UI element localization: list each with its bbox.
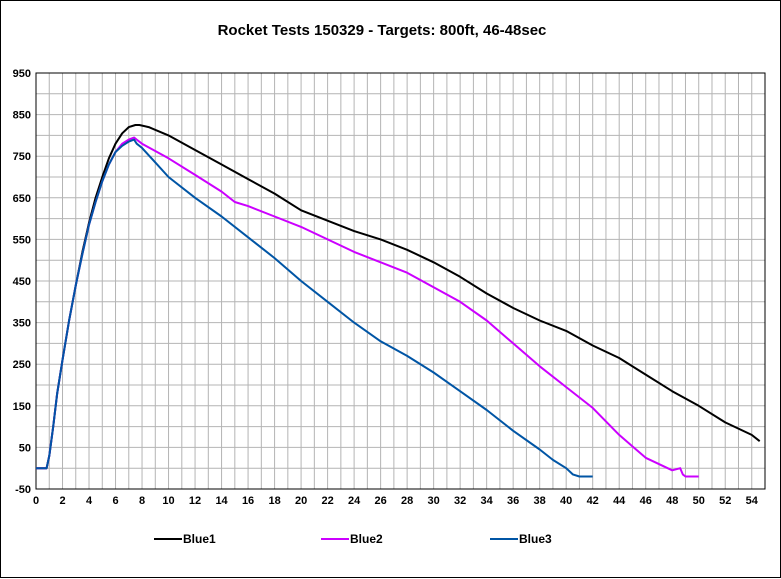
x-tick-label: 30 (428, 495, 440, 507)
series-lines (36, 124, 761, 478)
x-tick-label: 50 (693, 495, 705, 507)
x-tick-label: 22 (321, 495, 333, 507)
x-tick-label: 46 (640, 495, 652, 507)
series-line-blue1 (36, 124, 761, 470)
chart-title: Rocket Tests 150329 - Targets: 800ft, 46… (218, 22, 547, 39)
x-tick-label: 32 (454, 495, 466, 507)
plot-area-border (35, 72, 766, 490)
x-tick-label: 40 (560, 495, 572, 507)
x-tick-label: 4 (86, 495, 93, 507)
x-tick-label: 10 (162, 495, 174, 507)
x-tick-label: 42 (587, 495, 599, 507)
y-tick-label: 550 (13, 234, 31, 246)
y-axis-tick-labels: -50 50 150 250 350 450 550 650 750 850 950 (13, 68, 31, 496)
legend: Blue1 Blue2 Blue3 (154, 532, 552, 546)
x-tick-label: 54 (746, 495, 759, 507)
x-tick-label: 12 (189, 495, 201, 507)
x-tick-label: 48 (666, 495, 678, 507)
x-tick-label: 20 (295, 495, 307, 507)
x-tick-label: 16 (242, 495, 254, 507)
y-tick-label: 650 (13, 193, 31, 205)
y-tick-label: 750 (13, 151, 31, 163)
grid (36, 73, 765, 489)
x-tick-label: 8 (139, 495, 145, 507)
x-tick-label: 38 (534, 495, 546, 507)
x-tick-label: 14 (215, 495, 228, 507)
y-tick-label: 50 (19, 442, 31, 454)
x-tick-label: 36 (507, 495, 519, 507)
y-tick-label: -50 (15, 484, 31, 496)
x-tick-label: 6 (112, 495, 118, 507)
y-tick-label: 150 (13, 401, 31, 413)
x-tick-label: 26 (374, 495, 386, 507)
y-tick-label: 350 (13, 318, 31, 330)
y-tick-label: 950 (13, 68, 31, 80)
x-tick-label: 0 (33, 495, 39, 507)
x-axis-tick-labels: 0 2 4 6 8 10 12 14 16 18 20 22 24 26 28 30 32 34 36 38 40 42 4… (33, 495, 759, 507)
x-tick-label: 44 (613, 495, 626, 507)
x-tick-label: 52 (719, 495, 731, 507)
legend-label-blue3: Blue3 (519, 532, 552, 546)
x-tick-label: 2 (59, 495, 65, 507)
x-tick-label: 34 (481, 495, 494, 507)
legend-label-blue1: Blue1 (183, 532, 216, 546)
y-tick-label: 250 (13, 359, 31, 371)
y-tick-label: 850 (13, 110, 31, 122)
series-line-blue3 (36, 138, 593, 478)
x-tick-label: 18 (268, 495, 280, 507)
x-tick-label: 24 (348, 495, 361, 507)
x-tick-label: 28 (401, 495, 413, 507)
legend-label-blue2: Blue2 (350, 532, 383, 546)
y-tick-label: 450 (13, 276, 31, 288)
